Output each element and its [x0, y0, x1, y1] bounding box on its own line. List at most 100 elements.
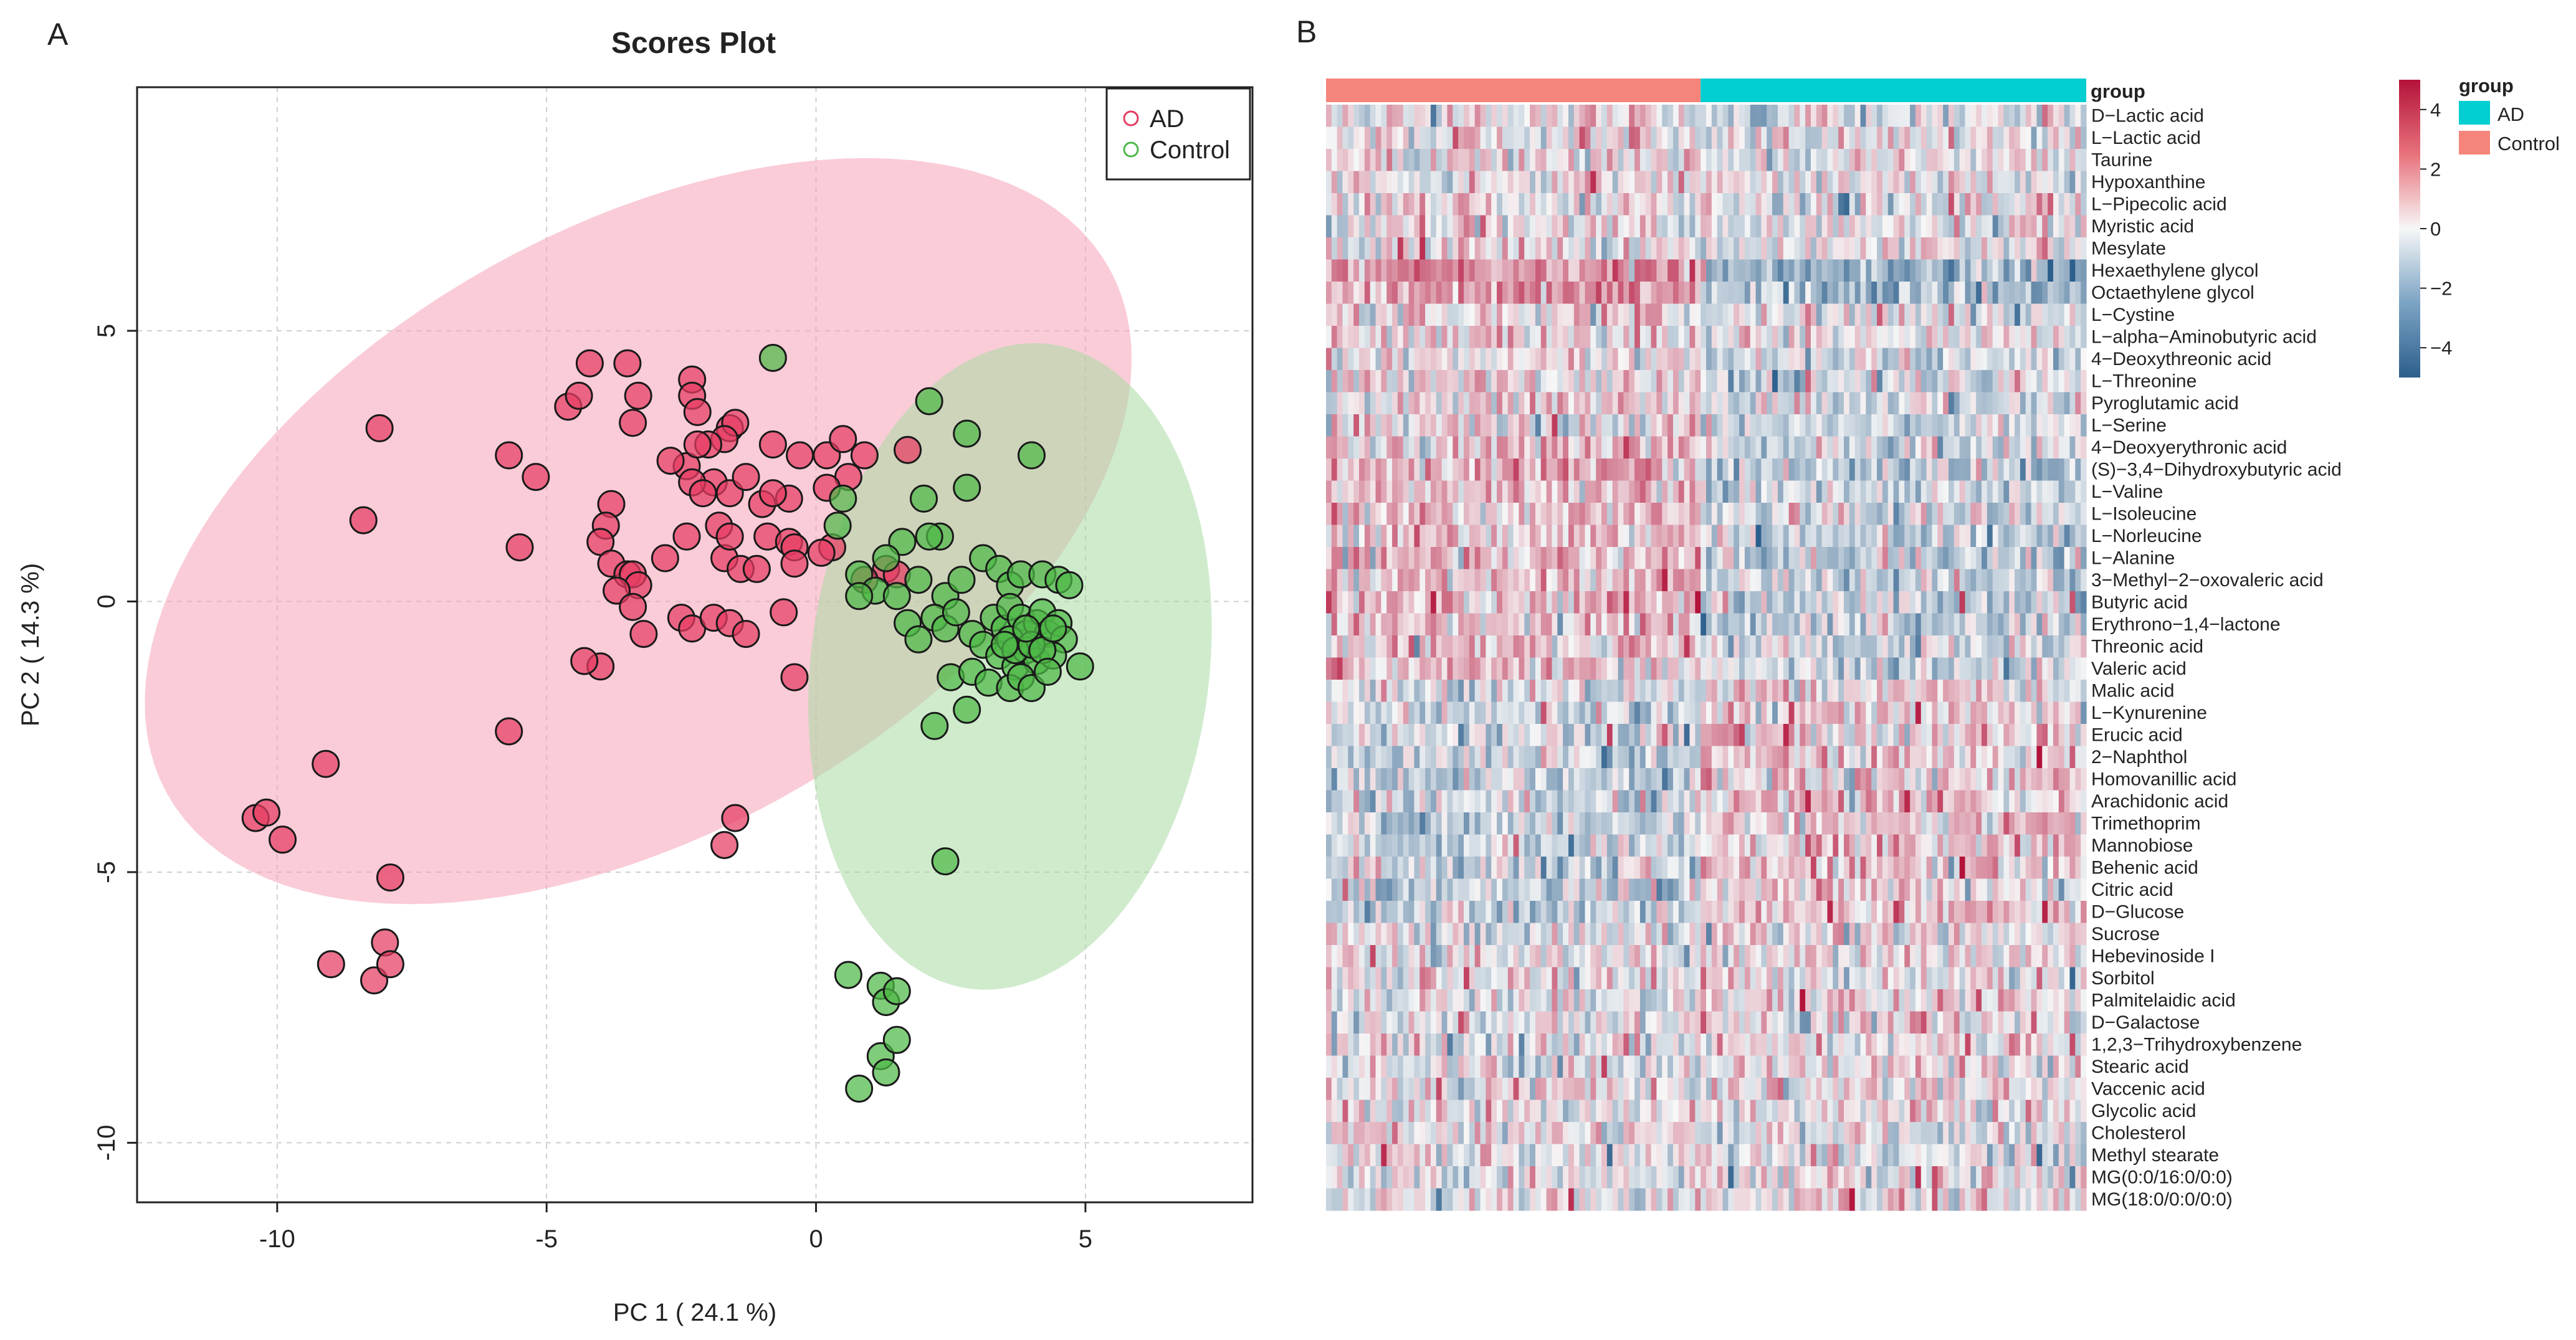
heat-cell	[2020, 193, 2026, 216]
heat-cell	[1717, 480, 1724, 503]
legend-box	[1105, 87, 1251, 181]
heat-cell	[1612, 282, 1619, 305]
heat-cell	[1623, 746, 1629, 769]
heat-cell	[1910, 525, 1916, 548]
heat-cell	[1530, 105, 1536, 128]
heat-cell	[1524, 569, 1530, 592]
heat-cell	[2048, 171, 2054, 194]
heat-cell	[2025, 635, 2032, 658]
heat-cell	[1695, 282, 1701, 305]
heat-cell	[1524, 126, 1530, 150]
heat-cell	[1491, 149, 1497, 172]
heat-cell	[1469, 746, 1476, 769]
heat-cell	[1672, 591, 1679, 614]
heat-cell	[1827, 569, 1833, 592]
point-control	[904, 566, 933, 594]
heat-cell	[1540, 635, 1547, 658]
heat-cell	[1596, 126, 1602, 150]
heat-cell	[1370, 812, 1376, 835]
heat-cell	[1563, 414, 1569, 437]
heat-cell	[1722, 459, 1729, 482]
heat-cell	[1397, 348, 1404, 371]
heat-cell	[1672, 613, 1679, 636]
heat-cell	[1706, 149, 1712, 172]
heat-cell	[2042, 657, 2048, 680]
heat-cell	[1513, 237, 1520, 260]
heat-cell	[1530, 436, 1536, 459]
heat-cell	[1915, 149, 1922, 172]
heat-cell	[1651, 746, 1658, 769]
heat-cell	[1838, 348, 1844, 371]
heat-cell	[2064, 635, 2071, 658]
heat-cell	[1359, 215, 1365, 238]
heat-cell	[1403, 657, 1410, 680]
heat-cell	[1920, 480, 1927, 503]
heat-cell	[1579, 303, 1586, 326]
heat-cell	[1711, 282, 1718, 305]
heat-cell	[1866, 746, 1872, 769]
heat-cell	[1579, 480, 1586, 503]
heat-cell	[1392, 392, 1398, 415]
heat-cell	[1882, 414, 1889, 437]
heat-cell	[1403, 149, 1410, 172]
heat-cell	[1326, 171, 1332, 194]
heat-cell	[1899, 701, 1905, 725]
heat-cell	[1937, 193, 1944, 216]
heat-cell	[1755, 414, 1762, 437]
heat-cell	[1585, 149, 1591, 172]
heat-cell	[1375, 171, 1382, 194]
heat-cell	[1419, 259, 1426, 282]
heat-cell	[1651, 480, 1658, 503]
heat-cell	[1910, 480, 1916, 503]
heat-cell	[1701, 857, 1707, 880]
heat-cell	[1618, 591, 1624, 614]
heat-cell	[1656, 149, 1662, 172]
heat-cell	[1430, 480, 1437, 503]
heat-cell	[1519, 105, 1525, 128]
heat-cell	[1419, 547, 1426, 570]
legend-control-label: Control	[1150, 136, 1230, 164]
heat-cell	[1414, 392, 1420, 415]
heat-cell	[1331, 812, 1338, 835]
heat-cell	[1573, 282, 1580, 305]
heat-cell	[1893, 459, 1900, 482]
heat-cell	[1998, 701, 2004, 725]
heat-cell	[1827, 459, 1833, 482]
heat-cell	[1634, 215, 1641, 238]
heat-cell	[1695, 126, 1701, 150]
heat-cell	[1948, 303, 1955, 326]
heat-cell	[2036, 701, 2043, 725]
heat-cell	[1717, 436, 1724, 459]
heat-cell	[1920, 171, 1927, 194]
heat-cell	[1943, 348, 1949, 371]
heat-cell	[1474, 857, 1481, 880]
heat-cell	[1612, 105, 1619, 128]
heat-cell	[2048, 569, 2054, 592]
heat-cell	[1342, 303, 1348, 326]
heat-cell	[1893, 326, 1900, 349]
heat-cell	[1767, 237, 1773, 260]
heat-cell	[1552, 613, 1558, 636]
heat-cell	[1359, 459, 1365, 482]
heat-cell	[1987, 215, 1993, 238]
heat-cell	[1486, 326, 1492, 349]
heat-cell	[1381, 459, 1387, 482]
heat-cell	[1701, 701, 1707, 725]
heat-cell	[1833, 171, 1839, 194]
heat-cell	[1375, 724, 1382, 747]
heat-cell	[1464, 171, 1470, 194]
heat-cell	[1844, 834, 1850, 857]
heat-cell	[1453, 237, 1459, 260]
heat-cell	[2003, 790, 2010, 813]
heat-cell	[2042, 392, 2048, 415]
heat-cell	[1920, 635, 1927, 658]
heat-cell	[1953, 768, 1960, 791]
heat-cell	[1386, 857, 1393, 880]
heat-cell	[1497, 149, 1503, 172]
heat-cell	[1557, 459, 1563, 482]
heat-cell	[1937, 480, 1944, 503]
heat-cell	[1546, 790, 1553, 813]
heat-cell	[1573, 525, 1580, 548]
heat-cell	[1662, 303, 1668, 326]
heat-cell	[1342, 746, 1348, 769]
